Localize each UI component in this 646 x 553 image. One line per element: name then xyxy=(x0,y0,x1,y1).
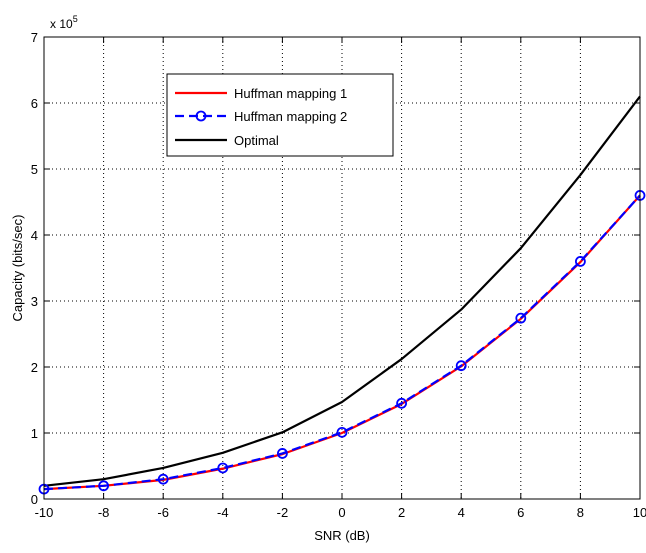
series-marker xyxy=(98,480,109,492)
series-marker xyxy=(575,255,586,267)
y-axis-multiplier-exponent: 5 xyxy=(73,14,78,24)
series-marker xyxy=(217,462,229,474)
legend-marker xyxy=(195,110,207,122)
series-marker xyxy=(336,426,348,438)
x-tick-label: -2 xyxy=(277,505,289,520)
x-tick-label: 4 xyxy=(458,505,465,520)
y-tick-label: 3 xyxy=(31,294,38,309)
x-tick-label: -4 xyxy=(217,505,229,520)
y-axis-multiplier: x 105 xyxy=(50,14,78,31)
y-tick-label: 7 xyxy=(31,30,38,45)
legend-label: Optimal xyxy=(234,133,279,148)
axis-ticks xyxy=(43,36,641,500)
y-tick-label: 5 xyxy=(31,162,38,177)
x-tick-label: -8 xyxy=(98,505,110,520)
y-tick-label: 6 xyxy=(31,96,38,111)
tick-labels: -10 -8 -6 -4 -2 0 2 4 6 8 10 0 1 2 3 4 5 6 7 xyxy=(31,30,646,520)
y-axis-label: Capacity (bits/sec) xyxy=(10,215,25,322)
series-lines xyxy=(43,95,641,491)
series-marker xyxy=(515,312,527,324)
x-tick-label: 2 xyxy=(398,505,405,520)
x-tick-label: 10 xyxy=(633,505,646,520)
x-tick-label: 6 xyxy=(517,505,524,520)
y-tick-label: 2 xyxy=(31,360,38,375)
legend-label: Huffman mapping 1 xyxy=(234,86,347,101)
series-marker xyxy=(157,473,169,485)
y-tick-label: 4 xyxy=(31,228,38,243)
series-marker xyxy=(276,448,288,459)
x-tick-label: 8 xyxy=(577,505,584,520)
series-line-3 xyxy=(43,95,641,487)
x-tick-label: -6 xyxy=(157,505,169,520)
x-tick-label: -10 xyxy=(35,505,54,520)
y-tick-label: 0 xyxy=(31,492,38,507)
x-axis-label: SNR (dB) xyxy=(314,528,370,543)
series-marker xyxy=(455,360,467,372)
x-tick-label: 0 xyxy=(338,505,345,520)
legend-label: Huffman mapping 2 xyxy=(234,109,347,124)
series-marker xyxy=(396,397,408,409)
legend-entries: Huffman mapping 1 Huffman mapping 2 Optima… xyxy=(175,86,347,148)
series-line-2 xyxy=(43,194,641,491)
series-markers xyxy=(38,189,646,495)
y-tick-label: 1 xyxy=(31,426,38,441)
legend: Huffman mapping 1 Huffman mapping 2 Optima… xyxy=(166,73,394,157)
